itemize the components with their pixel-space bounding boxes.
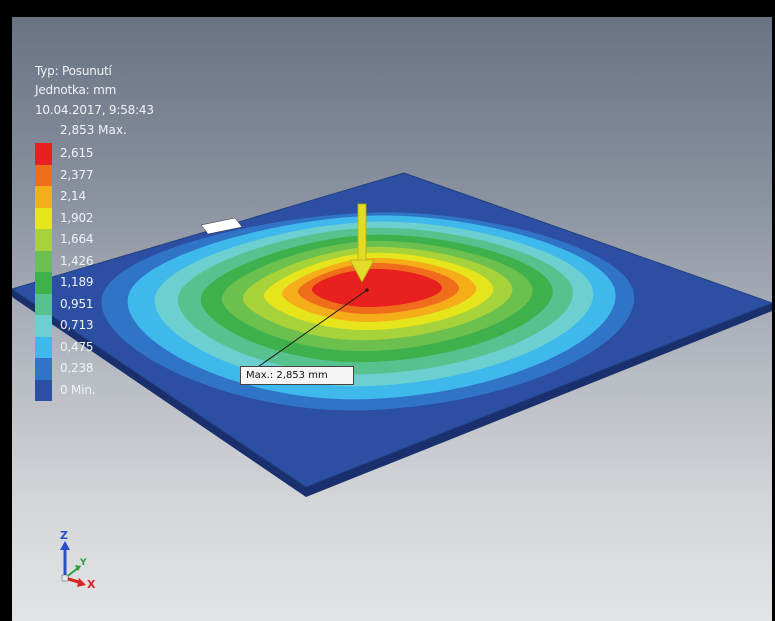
legend-swatch	[35, 293, 52, 315]
triad-y-label: Y	[80, 558, 87, 568]
legend-entry: 0,713	[35, 315, 165, 337]
legend-swatch	[35, 229, 52, 251]
legend-entry: 1,902	[35, 207, 165, 229]
legend-entry: 0,475	[35, 336, 165, 358]
contour-band-2615	[311, 268, 443, 308]
legend-entry: 0 Min.	[35, 379, 165, 401]
graphics-viewport[interactable]: Typ: Posunutí Jednotka: mm 10.04.2017, 9…	[12, 17, 772, 621]
legend-entry: 1,664	[35, 229, 165, 251]
plate-edge	[12, 289, 772, 497]
model-scene	[12, 172, 772, 497]
legend-value-label: 1,426	[60, 253, 94, 268]
legend-swatch	[35, 186, 52, 208]
legend-value-label: 1,902	[60, 210, 94, 225]
legend-entry: 2,377	[35, 164, 165, 186]
load-arrow-icon	[349, 203, 375, 283]
legend-swatch	[35, 207, 52, 229]
view-triad[interactable]: Z Y X	[56, 529, 116, 593]
max-probe-label[interactable]: Max.: 2,853 mm	[240, 366, 354, 385]
probe-point	[365, 288, 369, 292]
legend-value-label: 2,377	[60, 167, 94, 182]
legend-swatch	[35, 315, 52, 337]
legend-swatch	[35, 272, 52, 294]
result-timestamp: 10.04.2017, 9:58:43	[35, 103, 154, 117]
legend-value-label: 0,475	[60, 339, 94, 354]
legend-swatch	[35, 379, 52, 401]
triad-axes-icon	[60, 541, 86, 587]
triad-z-label: Z	[60, 529, 68, 542]
triad-x-label: X	[87, 578, 96, 591]
legend-swatch	[35, 358, 52, 380]
legend-entry: 1,426	[35, 250, 165, 272]
legend-entry: 0,951	[35, 293, 165, 315]
legend-value-label: 0,238	[60, 361, 94, 375]
legend-swatch	[35, 143, 52, 165]
displacement-contours	[101, 212, 635, 411]
legend-value-label: 1,664	[60, 232, 94, 246]
legend-entry: 1,189	[35, 272, 165, 294]
legend-entry: 2,615	[35, 143, 165, 165]
legend-value-label: 0,713	[60, 318, 94, 332]
legend-entry: 2,14	[35, 186, 165, 208]
legend-value-label: 2,615	[60, 146, 94, 160]
result-type: Typ: Posunutí	[35, 64, 112, 78]
probe-leader-line	[247, 289, 368, 375]
legend-max-label: 2,853 Max.	[60, 123, 127, 137]
legend-value-label: 1,189	[60, 275, 94, 289]
legend-entry: 0,238	[35, 358, 165, 380]
result-unit: Jednotka: mm	[35, 83, 117, 97]
legend-value-label: 0 Min.	[60, 382, 96, 397]
legend-value-label: 2,14	[60, 189, 86, 203]
plate-marker	[200, 217, 243, 235]
legend-swatch	[35, 250, 52, 272]
legend-swatch	[35, 164, 52, 186]
legend-value-label: 0,951	[60, 296, 94, 311]
legend-swatch	[35, 336, 52, 358]
